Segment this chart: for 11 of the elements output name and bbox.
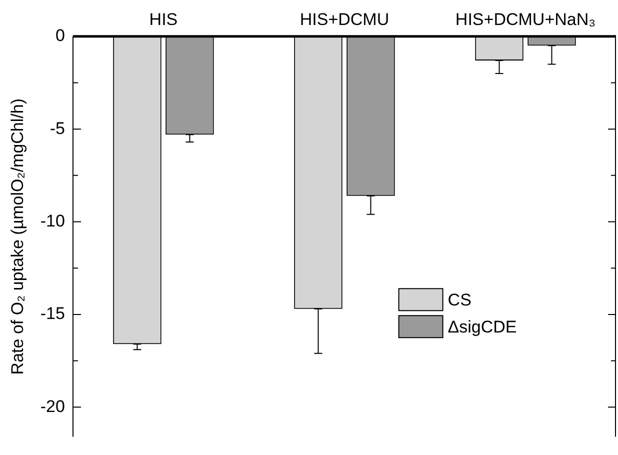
y-tick-label: 0 [56, 26, 65, 46]
legend-label: ΔsigCDE [448, 317, 517, 336]
x-tick-label: HIS+DCMU [300, 10, 390, 29]
y-tick-label: -10 [40, 211, 65, 230]
y-tick-label: -15 [40, 304, 65, 324]
x-tick-label: HIS [149, 10, 178, 29]
y-axis-title: Rate of O₂ uptake (µmolO₂/mgChl/h) [8, 98, 27, 375]
legend-label: CS [448, 290, 472, 310]
y-tick-label: -20 [40, 396, 65, 416]
y-tick-label: -5 [50, 118, 65, 138]
x-tick-label: HIS+DCMU+NaN₃ [455, 10, 596, 29]
